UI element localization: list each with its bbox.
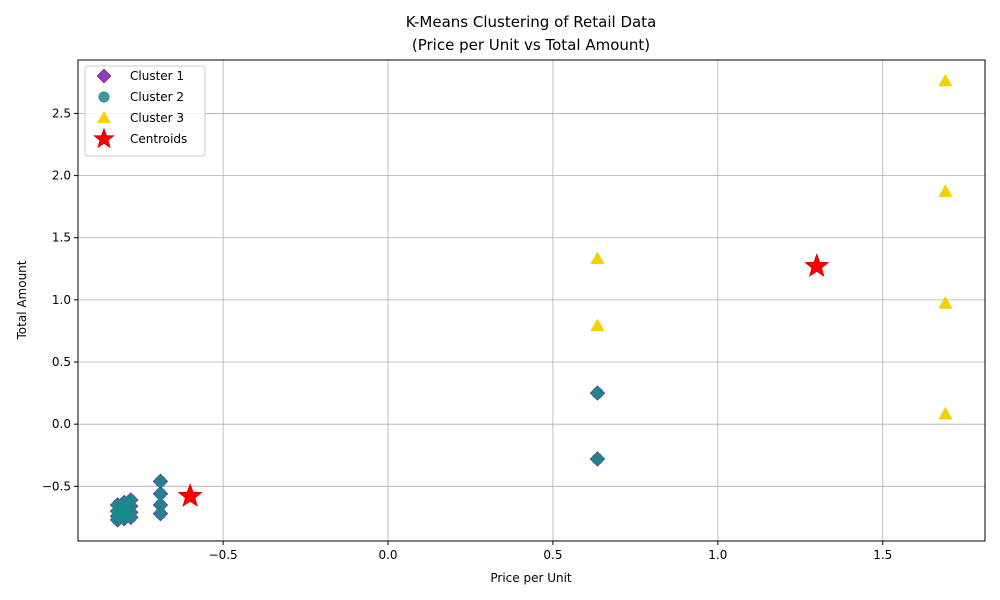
legend: Cluster 1 Cluster 2 Cluster 3 Centroids — [84, 65, 206, 157]
cluster-3-point — [590, 318, 605, 332]
cluster-2-point — [591, 387, 604, 399]
legend-cluster-2-label: Cluster 2 — [130, 90, 184, 104]
cluster-3-point — [590, 251, 605, 265]
legend-cluster-2-marker — [98, 91, 110, 103]
x-tick-label: 1.5 — [873, 548, 892, 562]
legend-centroids-label: Centroids — [130, 132, 187, 146]
y-axis-title: Total Amount — [15, 260, 29, 340]
cluster-2-point — [154, 475, 167, 488]
x-axis-title: Price per Unit — [490, 571, 572, 585]
x-tick-label: 1.0 — [708, 548, 727, 562]
chart-title-line1: K-Means Clustering of Retail Data — [406, 13, 657, 31]
x-axis-ticks: −0.5 0.0 0.5 1.0 1.5 — [209, 541, 892, 562]
cluster-3-point — [938, 73, 953, 87]
centroids-point — [804, 253, 830, 277]
legend-box — [84, 65, 206, 157]
y-axis-ticks: −0.5 0.0 0.5 1.0 1.5 2.0 2.5 — [42, 106, 78, 493]
cluster-2-point — [154, 487, 167, 500]
legend-cluster-3-label: Cluster 3 — [130, 111, 184, 125]
cluster-3-point — [938, 406, 953, 420]
y-tick-label: 0.5 — [52, 355, 71, 369]
legend-cluster-1-label: Cluster 1 — [130, 69, 184, 83]
chart-title-line2: (Price per Unit vs Total Amount) — [412, 36, 650, 54]
x-tick-label: 0.0 — [378, 548, 397, 562]
y-tick-label: 2.5 — [52, 106, 71, 120]
y-tick-label: −0.5 — [42, 479, 71, 493]
grid-lines — [78, 60, 985, 541]
legend-cluster-3-marker — [97, 110, 111, 123]
plot-frame — [77, 59, 986, 542]
legend-centroids-marker — [93, 127, 115, 149]
x-tick-label: 0.5 — [543, 548, 562, 562]
y-tick-label: 1.5 — [52, 231, 71, 245]
centroids-point — [177, 483, 203, 507]
y-tick-label: 0.0 — [52, 417, 71, 431]
y-tick-label: 2.0 — [52, 169, 71, 183]
legend-cluster-1-marker — [96, 68, 112, 84]
cluster-3-point — [938, 184, 953, 197]
data-points — [109, 73, 953, 528]
y-tick-label: 1.0 — [52, 293, 71, 307]
cluster-2-point — [124, 511, 137, 524]
cluster-2-point — [154, 507, 167, 520]
x-tick-label: −0.5 — [209, 548, 238, 562]
cluster-3-point — [938, 296, 953, 309]
cluster-2-point — [591, 453, 604, 465]
